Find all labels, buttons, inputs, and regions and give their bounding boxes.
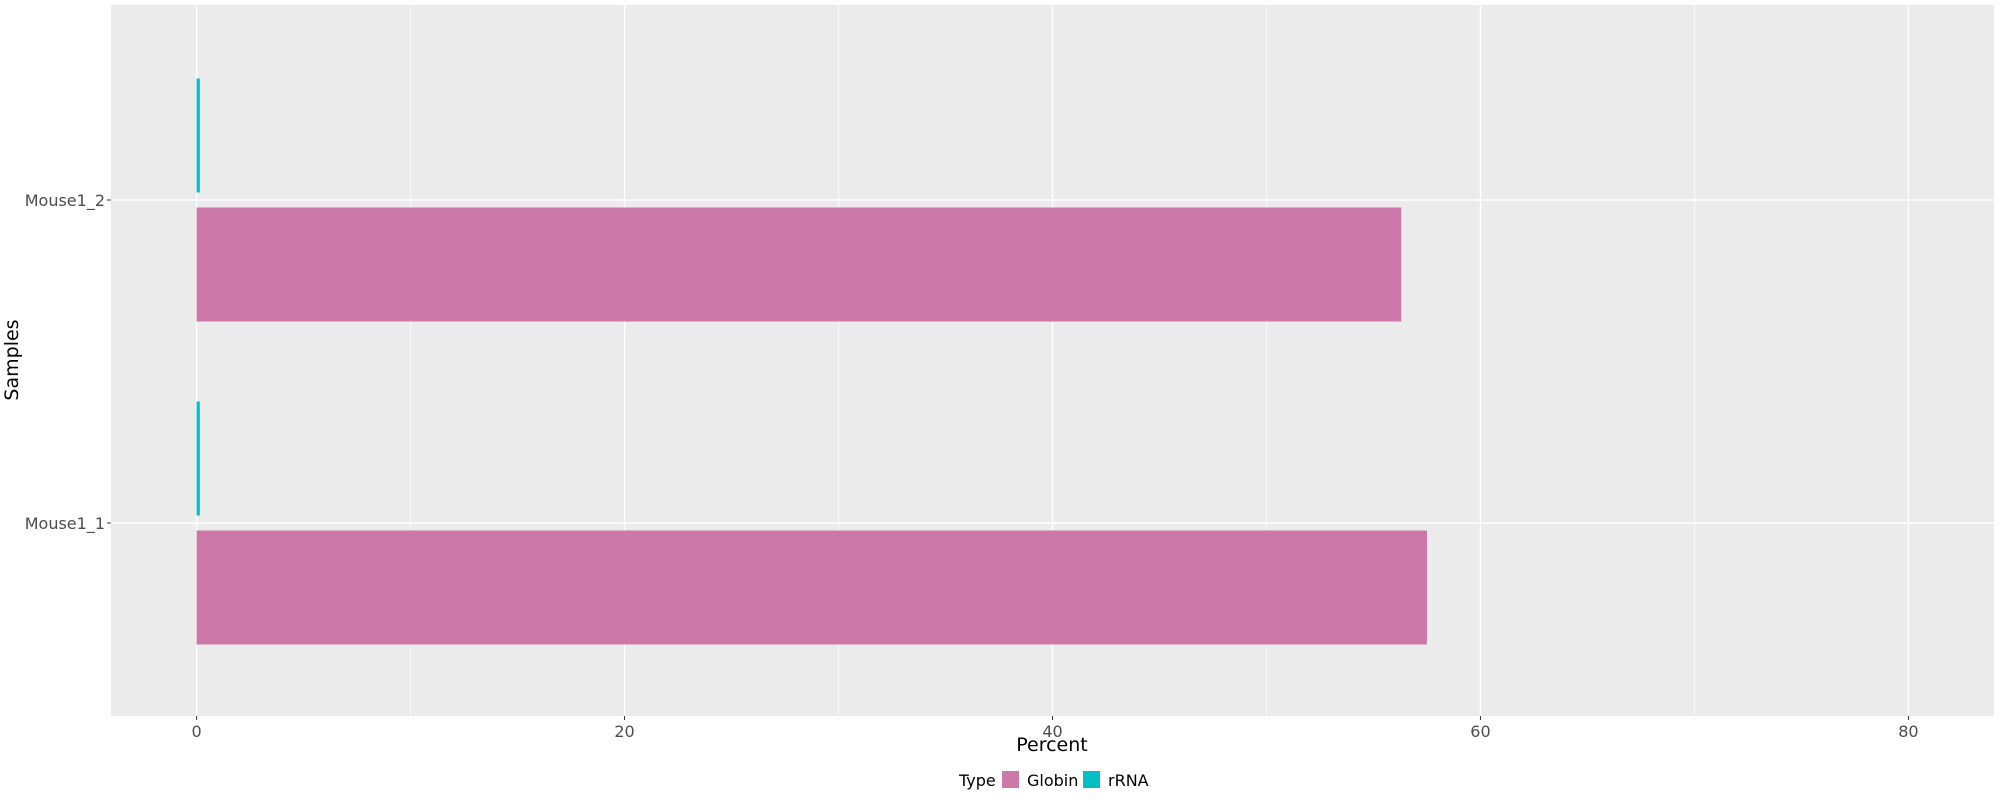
bar-globin-mouse1_2 — [196, 207, 1402, 322]
legend-key-globin — [1002, 771, 1019, 788]
legend-label-globin: Globin — [1027, 771, 1078, 790]
bars — [196, 78, 1427, 645]
y-axis-title: Samples — [1, 319, 23, 400]
y-tick-label: Mouse1_1 — [25, 514, 105, 534]
y-tick-label: Mouse1_2 — [25, 191, 105, 211]
bar-rrna-mouse1_1 — [196, 401, 200, 516]
bar-rrna-mouse1_2 — [196, 78, 200, 193]
x-tick-label: 60 — [1470, 722, 1490, 741]
x-tick-label: 0 — [191, 722, 201, 741]
bar-globin-mouse1_1 — [196, 530, 1427, 645]
legend-key-rrna — [1083, 771, 1100, 788]
x-tick-label: 20 — [614, 722, 634, 741]
x-axis: 0 20 40 60 80 — [191, 716, 1919, 741]
x-tick-label: 40 — [1042, 722, 1062, 741]
y-axis: Mouse1_2 Mouse1_1 — [25, 191, 111, 534]
legend-label-rrna: rRNA — [1108, 771, 1149, 790]
legend: Type Globin rRNA — [958, 771, 1149, 790]
x-tick-label: 80 — [1898, 722, 1918, 741]
legend-title: Type — [958, 771, 996, 790]
x-axis-title: Percent — [1016, 734, 1088, 756]
